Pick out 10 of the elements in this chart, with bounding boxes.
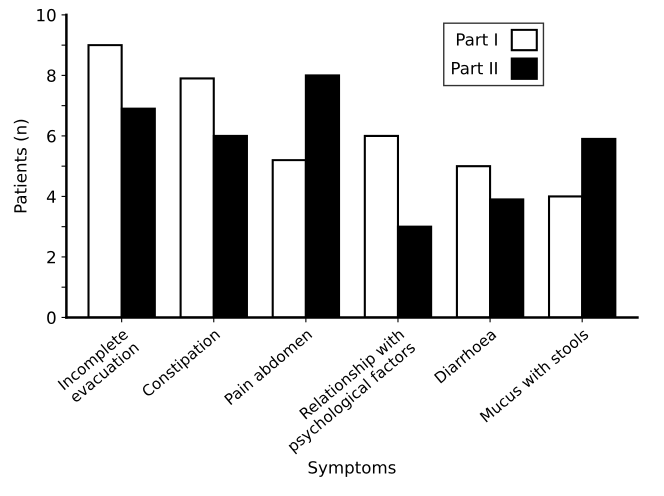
y-tick-label: 6 xyxy=(47,130,56,142)
y-tick-label: 0 xyxy=(47,311,56,324)
y-tick-label: 2 xyxy=(47,250,56,264)
y-tick-label: 4 xyxy=(46,190,56,203)
y-tick-label: 8 xyxy=(47,69,56,82)
x-axis-title: Symptoms xyxy=(308,461,396,477)
legend-label: Part II xyxy=(452,62,497,74)
legend-label: Part I xyxy=(456,33,497,46)
y-axis-title: Patients (n) xyxy=(14,120,29,212)
y-tick-label: 10 xyxy=(37,8,56,22)
